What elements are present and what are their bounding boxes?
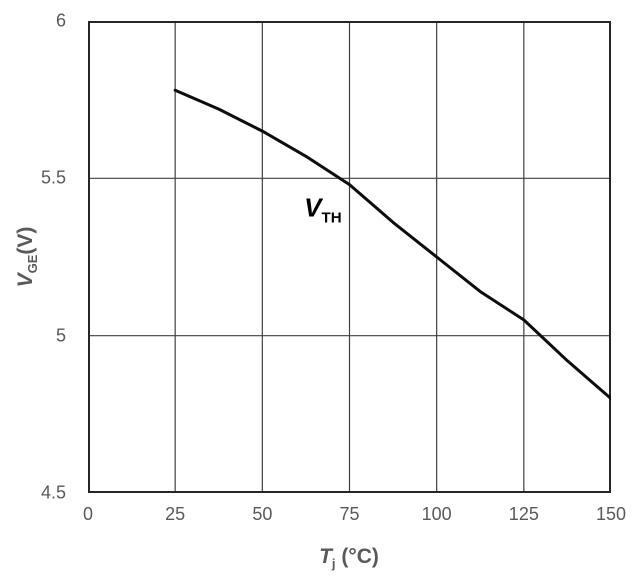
x-tick-label: 125 [508, 504, 539, 524]
x-tick-label: 100 [421, 504, 452, 524]
y-axis-tick-labels: 6 5.5 5 4.5 [0, 11, 66, 503]
y-axis-title-symbol: V [13, 273, 37, 288]
x-tick-label: 0 [82, 504, 94, 524]
x-tick-label: 150 [595, 504, 627, 524]
y-axis-title: VGE(V) [14, 227, 40, 288]
x-axis-title: Tj (°C) [319, 545, 379, 571]
y-axis-title-subscript: GE [25, 254, 41, 274]
x-tick-label: 50 [252, 504, 273, 524]
y-tick-label: 6 [55, 10, 66, 31]
x-tick-label: 25 [165, 504, 186, 524]
y-tick-label: 5.5 [40, 167, 66, 188]
x-axis-title-symbol: T [319, 544, 332, 568]
y-tick-label: 4.5 [40, 482, 66, 503]
curve-annotation-vth: VTH [304, 194, 341, 225]
plot-canvas [88, 21, 611, 493]
plot-area: VTH [88, 21, 611, 493]
annotation-subscript: TH [321, 209, 342, 227]
x-tick-label: 75 [339, 504, 360, 524]
x-axis-tick-labels: 0 25 50 75 100 125 150 [83, 504, 626, 526]
y-tick-label: 5 [55, 325, 66, 346]
x-axis-title-unit: (°C) [335, 544, 379, 568]
annotation-symbol: V [304, 192, 322, 223]
y-axis-title-unit: (V) [13, 226, 37, 255]
x-axis-title-subscript: j [331, 556, 336, 572]
